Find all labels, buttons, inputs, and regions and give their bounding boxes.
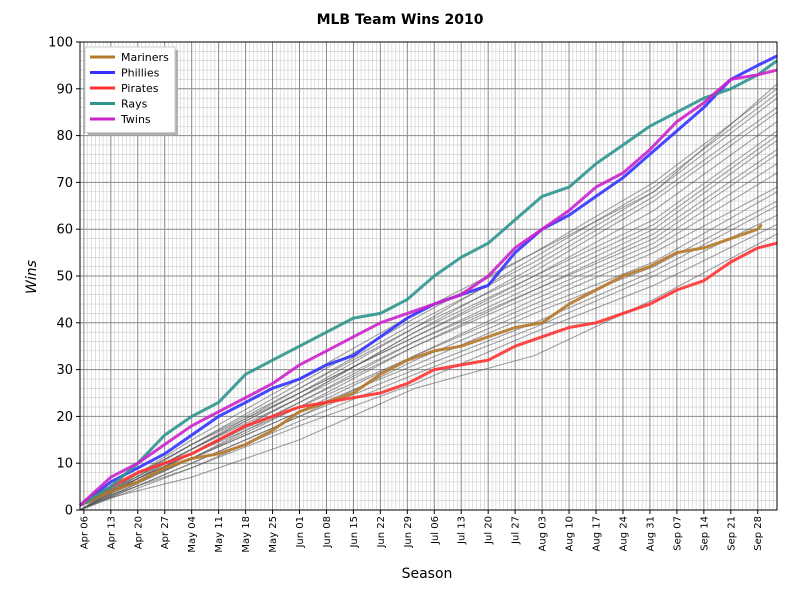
x-tick-label: Sep 14 [699,516,710,551]
x-tick-label: Sep 28 [753,516,764,551]
y-tick-label: 20 [56,410,73,425]
series-line-twins [78,68,778,507]
x-tick-label: May 11 [214,516,225,553]
legend-label: Mariners [121,51,169,64]
x-tick-label: May 25 [268,516,279,553]
x-tick-label: Aug 24 [618,516,629,551]
x-tick-label: Jul 06 [430,516,441,545]
x-axis-label: Season [402,566,453,582]
y-tick-label: 90 [56,82,73,97]
other-teams-lines [79,83,778,511]
x-tick-label: Sep 07 [672,516,683,551]
series-line-mariners [79,223,763,507]
y-tick-label: 70 [56,176,73,191]
y-axis-ticks: 0 10 20 30 40 50 60 70 80 90 100 [48,36,80,519]
y-tick-label: 50 [56,270,73,285]
x-tick-label: Sep 21 [726,516,737,551]
x-tick-label: Jun 22 [376,516,387,549]
y-tick-label: 100 [48,36,73,51]
y-tick-label: 0 [65,504,73,519]
x-tick-label: Apr 06 [79,516,90,549]
x-tick-label: May 04 [187,516,198,553]
x-tick-label: Jul 27 [511,516,522,545]
other-team-line [79,233,778,506]
x-tick-label: Jun 29 [403,516,414,549]
highlighted-team-lines [78,54,778,507]
series-line-pirates [79,241,778,507]
y-tick-label: 80 [56,129,73,144]
x-tick-label: Jun 01 [295,516,306,549]
x-tick-label: Jun 15 [349,516,360,549]
legend-label: Phillies [121,67,160,80]
y-axis-label: Wins [24,260,40,294]
legend-label: Twins [120,113,151,126]
series-line-rays [79,59,778,507]
chart-title: MLB Team Wins 2010 [317,12,484,28]
x-tick-label: Aug 31 [645,516,656,551]
x-tick-label: Aug 03 [538,516,549,551]
x-tick-label: Jun 08 [322,516,333,549]
y-tick-label: 30 [56,363,73,378]
y-tick-label: 10 [56,457,73,472]
legend: Mariners Phillies Pirates Rays Twins [84,46,178,136]
legend-label: Rays [121,98,148,111]
y-tick-label: 60 [56,223,73,238]
x-axis-ticks: Apr 06 Apr 13 Apr 20 Apr 27 May 04 May 11 May … [79,510,764,553]
x-tick-label: May 18 [241,516,252,553]
other-team-line [79,205,778,511]
x-tick-label: Aug 10 [565,516,576,551]
x-tick-label: Jul 20 [484,516,495,545]
other-team-line [79,153,778,511]
x-tick-label: Jul 13 [457,516,468,545]
x-tick-label: Apr 13 [106,516,117,549]
x-tick-label: Apr 27 [160,516,171,549]
x-tick-label: Aug 17 [592,516,603,551]
y-tick-label: 40 [56,316,73,331]
legend-label: Pirates [121,82,159,95]
x-tick-label: Apr 20 [133,516,144,549]
other-team-line [79,224,778,511]
